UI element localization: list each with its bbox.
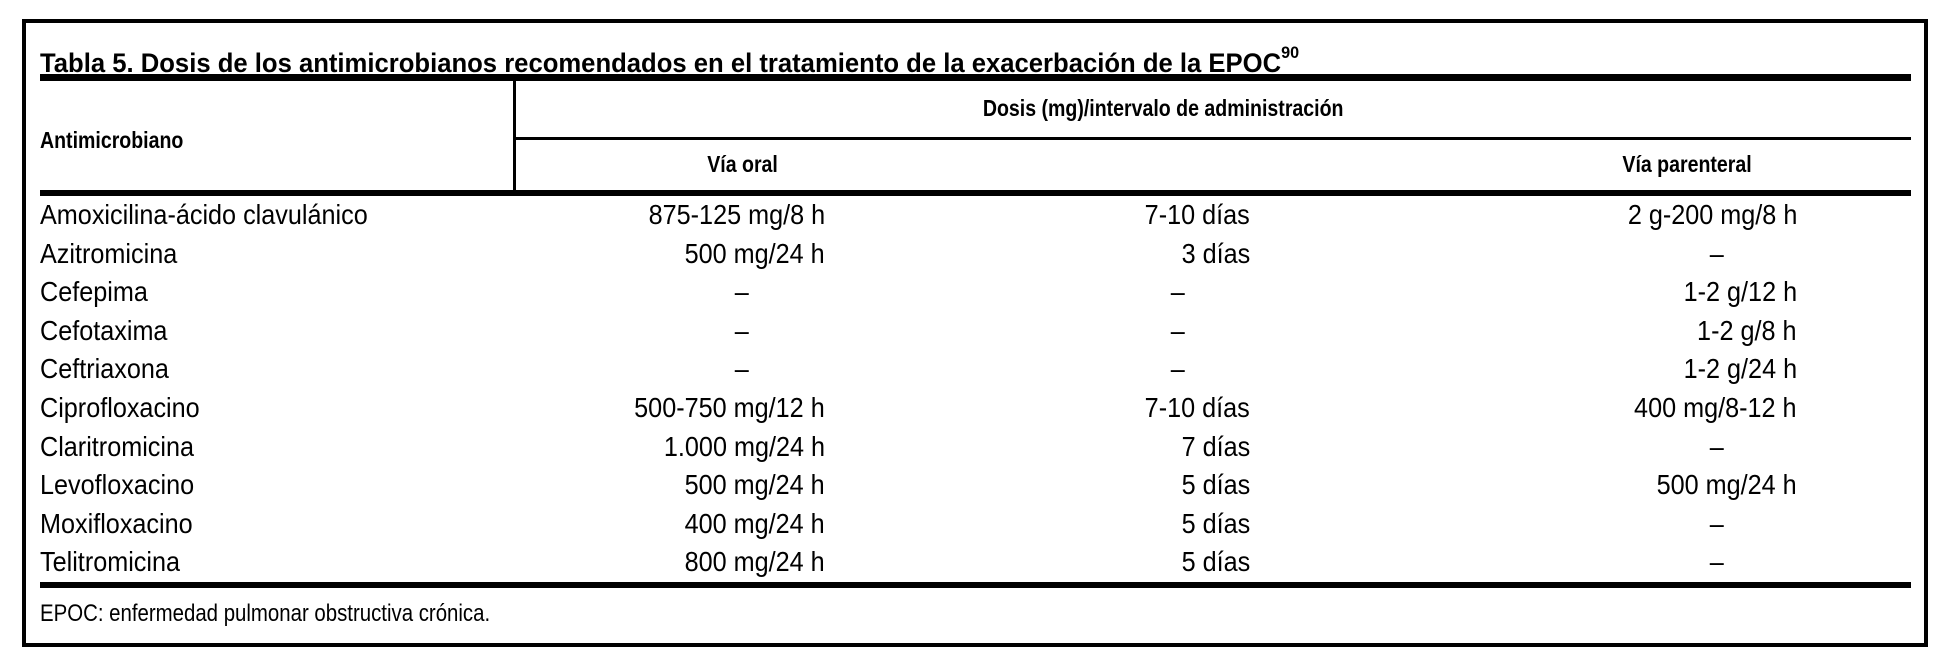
cell-oral-dose: 500-750 mg/12 h bbox=[634, 391, 825, 423]
cell-oral-dose: – bbox=[734, 276, 749, 308]
cell-oral-dose: 875-125 mg/8 h bbox=[648, 199, 825, 230]
subheader-via-oral: Vía oral bbox=[707, 150, 779, 177]
table-row: Levofloxacino 500 mg/24 h 5 días 500 mg/24 … bbox=[40, 466, 1911, 505]
table-row: Ceftriaxona – – 1-2 g/24 h bbox=[40, 350, 1911, 389]
cell-oral-dose: 800 mg/24 h bbox=[684, 546, 825, 578]
table-title: Tabla 5. Dosis de los antimicrobianos re… bbox=[40, 33, 1365, 78]
table-row: Azitromicina 500 mg/24 h 3 días – bbox=[40, 235, 1911, 274]
cell-oral-dose: – bbox=[734, 314, 749, 346]
cell-antimicrobial: Azitromicina bbox=[40, 237, 178, 269]
table-title-text: Tabla 5. Dosis de los antimicrobianos re… bbox=[40, 48, 1282, 78]
group-header-rule bbox=[516, 137, 1911, 140]
cell-antimicrobial: Moxifloxacino bbox=[40, 507, 193, 539]
cell-duration: 5 días bbox=[1181, 546, 1250, 578]
subheader-via-parenteral: Vía parenteral bbox=[1622, 150, 1752, 177]
cell-parenteral-dose: 400 mg/8-12 h bbox=[1634, 391, 1797, 423]
table-row: Claritromicina 1.000 mg/24 h 7 días – bbox=[40, 428, 1911, 467]
cell-oral-dose: – bbox=[734, 353, 749, 385]
table-row: Ciprofloxacino 500-750 mg/12 h 7-10 días 40… bbox=[40, 389, 1911, 428]
table-row: Moxifloxacino 400 mg/24 h 5 días – bbox=[40, 505, 1911, 544]
cell-parenteral-dose: – bbox=[1709, 546, 1725, 578]
cell-duration: 5 días bbox=[1181, 469, 1250, 501]
cell-parenteral-dose: – bbox=[1709, 430, 1725, 462]
cell-parenteral-dose: – bbox=[1709, 507, 1725, 539]
cell-parenteral-dose: 500 mg/24 h bbox=[1656, 469, 1797, 501]
cell-antimicrobial: Telitromicina bbox=[40, 546, 181, 578]
cell-duration: 3 días bbox=[1181, 237, 1250, 269]
cell-duration: 7-10 días bbox=[1144, 391, 1250, 423]
cell-duration: – bbox=[1170, 276, 1185, 308]
cell-parenteral-dose: 1-2 g/12 h bbox=[1683, 276, 1797, 308]
table-container: Tabla 5. Dosis de los antimicrobianos re… bbox=[22, 19, 1928, 647]
cell-duration: 5 días bbox=[1181, 507, 1250, 539]
cell-duration: 7-10 días bbox=[1144, 199, 1250, 230]
footnote: EPOC: enfermedad pulmonar obstructiva cr… bbox=[40, 600, 491, 627]
cell-antimicrobial: Ciprofloxacino bbox=[40, 391, 200, 423]
cell-duration: – bbox=[1170, 314, 1185, 346]
table-row: Cefepima – – 1-2 g/12 h bbox=[40, 273, 1911, 312]
cell-parenteral-dose: – bbox=[1709, 237, 1725, 269]
cell-antimicrobial: Ceftriaxona bbox=[40, 353, 169, 385]
table-body: Amoxicilina-ácido clavulánico 875-125 mg/… bbox=[40, 196, 1911, 582]
table-row: Telitromicina 800 mg/24 h 5 días – bbox=[40, 543, 1911, 582]
cell-duration: – bbox=[1170, 353, 1185, 385]
title-rule bbox=[40, 74, 1911, 81]
cell-parenteral-dose: 1-2 g/24 h bbox=[1683, 353, 1797, 385]
group-header-dosis: Dosis (mg)/intervalo de administración bbox=[983, 94, 1344, 121]
cell-oral-dose: 500 mg/24 h bbox=[684, 469, 825, 501]
table-row: Amoxicilina-ácido clavulánico 875-125 mg/… bbox=[40, 196, 1911, 235]
cell-oral-dose: 500 mg/24 h bbox=[684, 237, 825, 269]
cell-oral-dose: 1.000 mg/24 h bbox=[663, 430, 825, 462]
cell-antimicrobial: Cefepima bbox=[40, 276, 148, 308]
cell-antimicrobial: Amoxicilina-ácido clavulánico bbox=[40, 199, 368, 230]
cell-oral-dose: 400 mg/24 h bbox=[684, 507, 825, 539]
cell-duration: 7 días bbox=[1181, 430, 1250, 462]
body-bottom-rule bbox=[40, 582, 1911, 588]
title-superscript: 90 bbox=[1281, 43, 1300, 62]
column-divider bbox=[513, 81, 516, 190]
cell-antimicrobial: Levofloxacino bbox=[40, 469, 195, 501]
header-bottom-rule bbox=[40, 190, 1911, 196]
table-row: Cefotaxima – – 1-2 g/8 h bbox=[40, 312, 1911, 351]
cell-antimicrobial: Claritromicina bbox=[40, 430, 195, 462]
cell-parenteral-dose: 1-2 g/8 h bbox=[1697, 314, 1797, 346]
column-header-antimicrobiano: Antimicrobiano bbox=[40, 127, 184, 153]
cell-parenteral-dose: 2 g-200 mg/8 h bbox=[1627, 199, 1797, 230]
cell-antimicrobial: Cefotaxima bbox=[40, 314, 168, 346]
